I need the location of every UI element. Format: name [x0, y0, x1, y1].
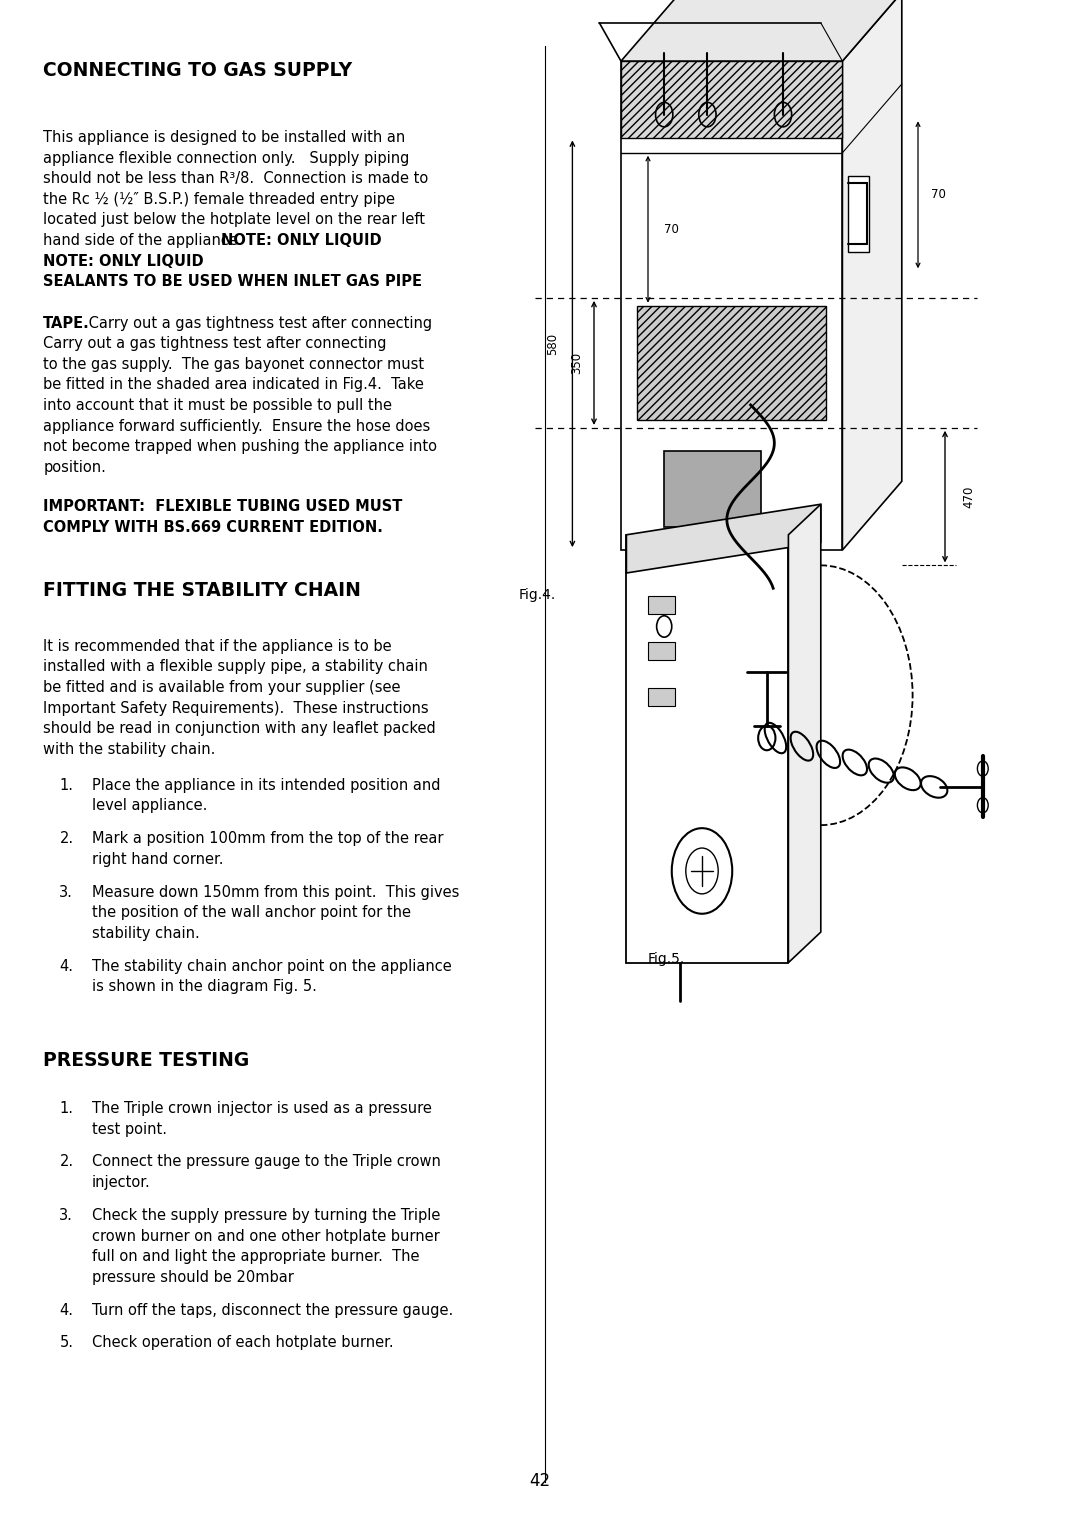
Text: CONNECTING TO GAS SUPPLY: CONNECTING TO GAS SUPPLY: [43, 61, 352, 79]
Text: is shown in the diagram Fig. 5.: is shown in the diagram Fig. 5.: [92, 979, 316, 995]
Text: 2.: 2.: [59, 831, 73, 847]
Text: 1.: 1.: [59, 1102, 73, 1115]
Text: appliance forward sufficiently.  Ensure the hose does: appliance forward sufficiently. Ensure t…: [43, 419, 431, 434]
Text: Important Safety Requirements).  These instructions: Important Safety Requirements). These in…: [43, 701, 429, 715]
Text: crown burner on and one other hotplate burner: crown burner on and one other hotplate b…: [92, 1229, 440, 1244]
Text: 70: 70: [931, 188, 946, 202]
Text: Connect the pressure gauge to the Triple crown: Connect the pressure gauge to the Triple…: [92, 1155, 441, 1169]
Text: not become trapped when pushing the appliance into: not become trapped when pushing the appl…: [43, 440, 437, 454]
Text: should not be less than R³/8.  Connection is made to: should not be less than R³/8. Connection…: [43, 171, 429, 186]
Text: Measure down 150mm from this point.  This gives: Measure down 150mm from this point. This…: [92, 885, 459, 900]
Text: This appliance is designed to be installed with an: This appliance is designed to be install…: [43, 130, 405, 145]
Text: should be read in conjunction with any leaflet packed: should be read in conjunction with any l…: [43, 721, 436, 736]
Text: 2.: 2.: [59, 1155, 73, 1169]
Text: SEALANTS TO BE USED WHEN INLET GAS PIPE: SEALANTS TO BE USED WHEN INLET GAS PIPE: [43, 275, 422, 289]
Text: injector.: injector.: [92, 1175, 150, 1190]
Text: IMPORTANT:  FLEXIBLE TUBING USED MUST: IMPORTANT: FLEXIBLE TUBING USED MUST: [43, 500, 403, 513]
Text: 4.: 4.: [59, 1303, 73, 1317]
Text: FITTING THE STABILITY CHAIN: FITTING THE STABILITY CHAIN: [43, 581, 361, 599]
Polygon shape: [621, 61, 842, 138]
Text: Fig.4.: Fig.4.: [518, 588, 555, 602]
Text: COMPLY WITH BS.669 CURRENT EDITION.: COMPLY WITH BS.669 CURRENT EDITION.: [43, 520, 383, 535]
Text: 42: 42: [529, 1471, 551, 1490]
Polygon shape: [648, 688, 675, 706]
Text: into account that it must be possible to pull the: into account that it must be possible to…: [43, 399, 392, 413]
Polygon shape: [848, 176, 869, 252]
Circle shape: [686, 848, 718, 894]
Text: located just below the hotplate level on the rear left: located just below the hotplate level on…: [43, 212, 426, 228]
Text: with the stability chain.: with the stability chain.: [43, 743, 216, 756]
Text: be fitted and is available from your supplier (see: be fitted and is available from your sup…: [43, 680, 401, 695]
Text: It is recommended that if the appliance is to be: It is recommended that if the appliance …: [43, 639, 392, 654]
Text: appliance flexible connection only.   Supply piping: appliance flexible connection only. Supp…: [43, 150, 409, 165]
Text: 4.: 4.: [59, 960, 73, 973]
Text: Carry out a gas tightness test after connecting: Carry out a gas tightness test after con…: [43, 336, 387, 351]
Polygon shape: [621, 0, 902, 61]
Text: level appliance.: level appliance.: [92, 799, 207, 813]
Text: 350: 350: [570, 351, 583, 374]
Text: the Rc ½ (½″ B.S.P.) female threaded entry pipe: the Rc ½ (½″ B.S.P.) female threaded ent…: [43, 193, 395, 206]
Text: be fitted in the shaded area indicated in Fig.4.  Take: be fitted in the shaded area indicated i…: [43, 377, 424, 393]
Polygon shape: [626, 504, 821, 573]
Text: the position of the wall anchor point for the: the position of the wall anchor point fo…: [92, 906, 410, 920]
Text: 1.: 1.: [59, 778, 73, 793]
Text: hand side of the appliance.: hand side of the appliance.: [43, 234, 252, 248]
Text: 580: 580: [546, 333, 559, 354]
Text: pressure should be 20mbar: pressure should be 20mbar: [92, 1270, 294, 1285]
Text: full on and light the appropriate burner.  The: full on and light the appropriate burner…: [92, 1250, 419, 1264]
Circle shape: [977, 761, 988, 776]
Text: NOTE: ONLY LIQUID: NOTE: ONLY LIQUID: [221, 234, 382, 248]
Polygon shape: [648, 596, 675, 614]
Text: Check operation of each hotplate burner.: Check operation of each hotplate burner.: [92, 1335, 393, 1351]
Polygon shape: [648, 642, 675, 660]
Text: TAPE.: TAPE.: [43, 316, 90, 330]
Text: The stability chain anchor point on the appliance: The stability chain anchor point on the …: [92, 960, 451, 973]
Text: Turn off the taps, disconnect the pressure gauge.: Turn off the taps, disconnect the pressu…: [92, 1303, 453, 1317]
Text: Carry out a gas tightness test after connecting: Carry out a gas tightness test after con…: [84, 316, 432, 330]
Text: test point.: test point.: [92, 1122, 166, 1137]
Text: Place the appliance in its intended position and: Place the appliance in its intended posi…: [92, 778, 441, 793]
Text: stability chain.: stability chain.: [92, 926, 200, 941]
Text: Fig.5.: Fig.5.: [648, 952, 685, 966]
Text: PRESSURE TESTING: PRESSURE TESTING: [43, 1051, 249, 1070]
Polygon shape: [621, 61, 842, 550]
Text: 70: 70: [664, 223, 679, 235]
Polygon shape: [788, 504, 821, 963]
Text: position.: position.: [43, 460, 106, 475]
Text: 470: 470: [962, 486, 975, 507]
Text: right hand corner.: right hand corner.: [92, 853, 224, 866]
Text: to the gas supply.  The gas bayonet connector must: to the gas supply. The gas bayonet conne…: [43, 356, 424, 371]
Text: Mark a position 100mm from the top of the rear: Mark a position 100mm from the top of th…: [92, 831, 443, 847]
Text: installed with a flexible supply pipe, a stability chain: installed with a flexible supply pipe, a…: [43, 660, 428, 674]
Text: 5.: 5.: [59, 1335, 73, 1351]
Text: Check the supply pressure by turning the Triple: Check the supply pressure by turning the…: [92, 1209, 441, 1222]
Circle shape: [977, 798, 988, 813]
Text: 3.: 3.: [59, 1209, 73, 1222]
Polygon shape: [626, 535, 788, 963]
Text: The Triple crown injector is used as a pressure: The Triple crown injector is used as a p…: [92, 1102, 432, 1115]
Text: NOTE: ONLY LIQUID: NOTE: ONLY LIQUID: [43, 254, 204, 269]
Polygon shape: [664, 451, 761, 527]
Polygon shape: [637, 306, 826, 420]
Text: 3.: 3.: [59, 885, 73, 900]
Polygon shape: [842, 0, 902, 550]
